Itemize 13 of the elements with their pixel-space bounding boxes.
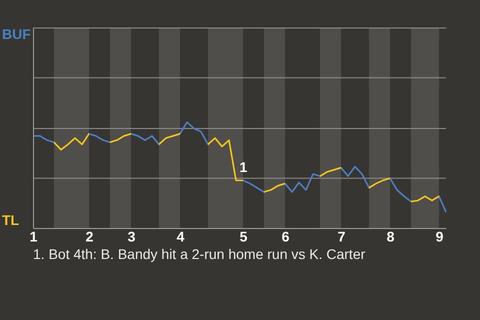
- x-tick-label: 8: [386, 228, 395, 244]
- x-tick-label: 4: [176, 228, 185, 244]
- x-tick-label: 2: [86, 228, 94, 244]
- text: TL: [2, 212, 20, 228]
- x-tick-label: 5: [240, 228, 248, 244]
- text: 1. Bot 4th: B. Bandy hit a 2-run home run vs K. Carter: [33, 246, 366, 262]
- x-tick-label: 7: [338, 228, 346, 244]
- x-tick-label: 3: [128, 228, 136, 244]
- x-tick-label: 6: [282, 228, 290, 244]
- x-tick-label: 1: [30, 228, 38, 244]
- annotation: 1: [240, 159, 248, 175]
- x-tick-label: 9: [436, 228, 444, 244]
- text: BUF: [2, 26, 31, 42]
